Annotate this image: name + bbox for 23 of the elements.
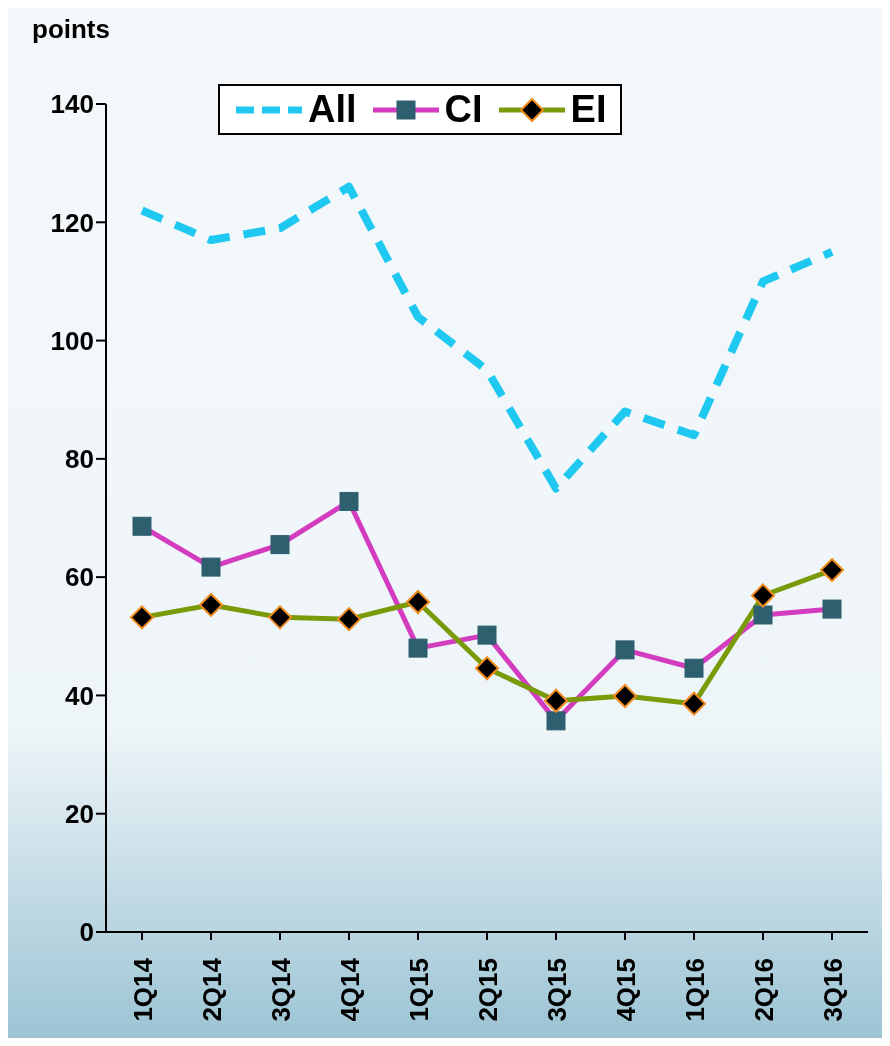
y-tick-label: 60: [65, 562, 94, 593]
y-tick-label: 120: [50, 207, 94, 238]
x-tick-label: 4Q14: [335, 957, 365, 1022]
y-tick-label: 0: [79, 917, 94, 948]
x-tick-label: 3Q14: [266, 957, 296, 1022]
x-tick-label: 2Q16: [749, 958, 779, 1022]
legend-label: EI: [570, 88, 607, 131]
legend-label: All: [308, 88, 357, 131]
y-tick-label: 20: [65, 798, 94, 829]
y-tick-label: 40: [65, 680, 94, 711]
x-tick-label: 1Q14: [128, 957, 158, 1022]
y-tick-label: 100: [50, 325, 94, 356]
x-tick-label: 4Q15: [611, 958, 641, 1022]
x-tick-label: 1Q15: [404, 958, 434, 1022]
x-tick-label: 3Q16: [818, 958, 848, 1022]
y-tick-label: 80: [65, 444, 94, 475]
y-axis-title: points: [32, 14, 110, 45]
x-tick-label: 3Q15: [542, 958, 572, 1022]
x-tick-label: 2Q15: [473, 958, 503, 1022]
x-tick-label: 1Q16: [680, 958, 710, 1022]
x-tick-label: 2Q14: [197, 957, 227, 1022]
legend-label: CI: [444, 88, 483, 131]
y-tick-label: 140: [50, 89, 94, 120]
